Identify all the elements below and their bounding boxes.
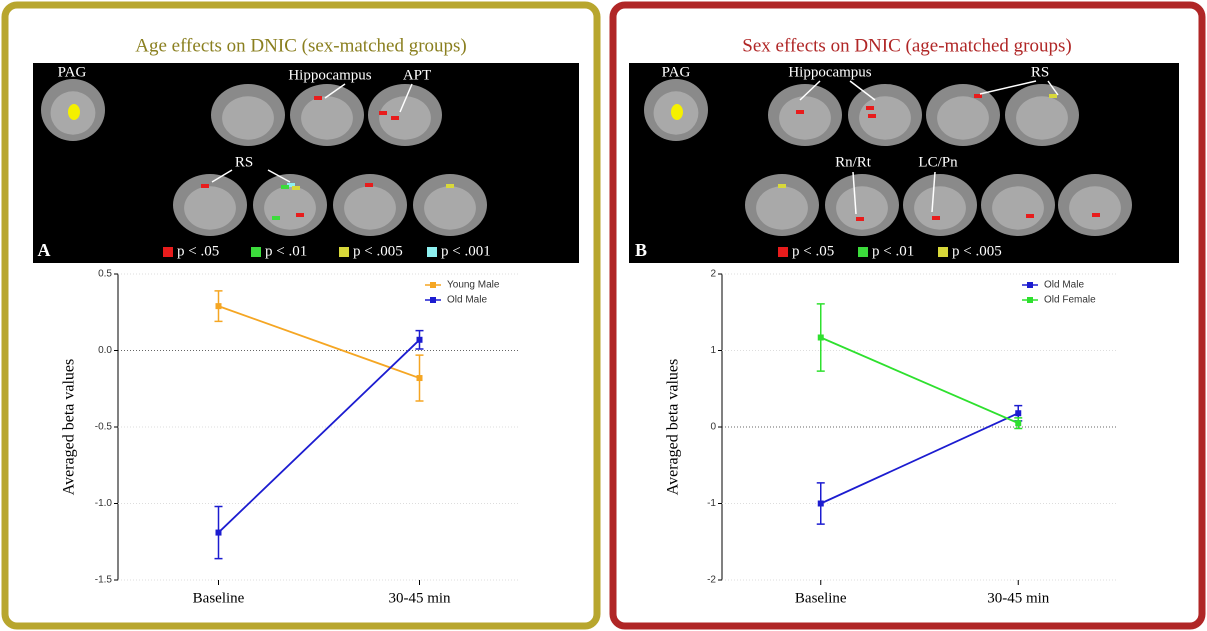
p-legend-swatch xyxy=(251,247,261,257)
brain-slice-inner xyxy=(184,186,236,229)
annotation: Hippocampus xyxy=(788,64,871,80)
chart-title: Age effects on DNIC (sex-matched groups) xyxy=(135,35,467,56)
legend-marker xyxy=(430,297,436,303)
activation xyxy=(314,96,322,100)
p-legend-label: p < .005 xyxy=(952,243,1002,259)
annotation: RS xyxy=(235,154,253,170)
annotation: APT xyxy=(403,67,431,83)
brain-slice-inner xyxy=(779,96,831,139)
p-legend-label: p < .01 xyxy=(872,243,914,259)
data-point xyxy=(818,501,824,507)
annotation: Hippocampus xyxy=(288,67,371,83)
annotation: PAG xyxy=(58,64,87,80)
y-tick-label: -1.5 xyxy=(95,575,113,586)
data-point xyxy=(417,375,423,381)
activation xyxy=(296,213,304,217)
pag-region xyxy=(68,104,80,120)
p-legend-swatch xyxy=(938,247,948,257)
brain-slice-inner xyxy=(756,186,808,229)
data-point xyxy=(1015,420,1021,426)
brain-slice-inner xyxy=(914,186,966,229)
activation xyxy=(778,184,786,188)
brain-slice-inner xyxy=(301,96,353,139)
y-tick-label: 0 xyxy=(710,422,716,433)
y-axis-label: Averaged beta values xyxy=(61,359,78,496)
p-legend-swatch xyxy=(858,247,868,257)
brain-slice-inner xyxy=(859,96,911,139)
activation xyxy=(292,186,300,190)
x-tick-label: 30-45 min xyxy=(987,590,1050,606)
y-tick-label: 1 xyxy=(710,345,716,356)
activation xyxy=(379,111,387,115)
figure: Age effects on DNIC (sex-matched groups)… xyxy=(0,0,1207,631)
y-tick-label: 2 xyxy=(710,269,716,280)
panel-label: A xyxy=(38,240,51,260)
activation xyxy=(866,106,874,110)
x-tick-label: Baseline xyxy=(193,590,245,606)
panel-label: B xyxy=(635,240,647,260)
activation xyxy=(796,110,804,114)
p-legend-label: p < .05 xyxy=(792,243,834,259)
pag-region xyxy=(671,104,683,120)
brain-slice-inner xyxy=(1069,186,1121,229)
y-tick-label: -2 xyxy=(707,575,716,586)
x-tick-label: 30-45 min xyxy=(388,590,451,606)
activation xyxy=(391,116,399,120)
legend-marker xyxy=(1027,282,1033,288)
annotation: Rn/Rt xyxy=(835,154,872,170)
brain-slice-inner xyxy=(937,96,989,139)
activation xyxy=(868,114,876,118)
brain-slice-inner xyxy=(836,186,888,229)
p-legend-label: p < .05 xyxy=(177,243,219,259)
brain-slice-inner xyxy=(344,186,396,229)
activation xyxy=(201,184,209,188)
y-tick-label: 0.0 xyxy=(98,345,112,356)
brain-slice-inner xyxy=(264,186,316,229)
p-legend-label: p < .001 xyxy=(441,243,491,259)
activation xyxy=(365,183,373,187)
data-point xyxy=(818,334,824,340)
data-point xyxy=(216,303,222,309)
data-point xyxy=(216,530,222,536)
activation xyxy=(1049,94,1057,98)
brain-slice-inner xyxy=(992,186,1044,229)
data-point xyxy=(1015,410,1021,416)
activation xyxy=(446,184,454,188)
legend-label: Young Male xyxy=(447,280,500,291)
y-axis-label: Averaged beta values xyxy=(665,359,682,496)
legend-label: Old Male xyxy=(447,295,487,306)
y-tick-label: -1 xyxy=(707,498,716,509)
y-tick-label: 0.5 xyxy=(98,269,112,280)
activation xyxy=(932,216,940,220)
chart-title: Sex effects on DNIC (age-matched groups) xyxy=(742,35,1071,56)
legend-label: Old Female xyxy=(1044,295,1096,306)
legend-marker xyxy=(430,282,436,288)
brain-slice-inner xyxy=(1016,96,1068,139)
activation xyxy=(281,185,289,189)
activation xyxy=(856,217,864,221)
legend-marker xyxy=(1027,297,1033,303)
annotation: PAG xyxy=(662,64,691,80)
y-tick-label: -0.5 xyxy=(95,422,113,433)
p-legend-label: p < .01 xyxy=(265,243,307,259)
brain-slice-inner xyxy=(222,96,274,139)
legend-label: Old Male xyxy=(1044,280,1084,291)
x-tick-label: Baseline xyxy=(795,590,847,606)
brain-slice-inner xyxy=(424,186,476,229)
data-point xyxy=(417,337,423,343)
activation xyxy=(272,216,280,220)
p-legend-swatch xyxy=(163,247,173,257)
annotation: RS xyxy=(1031,64,1049,80)
brain-slice-inner xyxy=(379,96,431,139)
activation xyxy=(1026,214,1034,218)
p-legend-swatch xyxy=(339,247,349,257)
annotation: LC/Pn xyxy=(918,154,958,170)
p-legend-swatch xyxy=(778,247,788,257)
p-legend-swatch xyxy=(427,247,437,257)
activation xyxy=(1092,213,1100,217)
y-tick-label: -1.0 xyxy=(95,498,113,509)
activation xyxy=(974,94,982,98)
p-legend-label: p < .005 xyxy=(353,243,403,259)
